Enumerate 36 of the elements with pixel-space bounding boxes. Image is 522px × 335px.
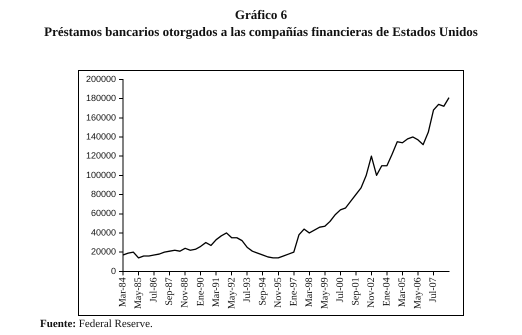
y-tick-label: 100000 — [86, 170, 116, 180]
x-tick-label: May-85 — [133, 277, 144, 310]
y-tick-label: 0 — [111, 266, 116, 276]
y-tick-label: 40000 — [91, 227, 116, 238]
x-tick-label: Ene-04 — [382, 277, 393, 306]
y-tick-label: 200000 — [86, 74, 116, 84]
y-tick-label: 20000 — [91, 246, 116, 257]
x-tick-label: May-92 — [226, 277, 238, 310]
y-tick-label: 160000 — [86, 112, 116, 122]
x-tick-label: Jul-07 — [428, 277, 440, 302]
y-tick-label: 140000 — [86, 131, 116, 142]
x-tick-label: Sep-94 — [257, 277, 268, 306]
x-tick-label: Nov-95 — [272, 277, 284, 308]
x-tick-label: Sep-01 — [350, 277, 362, 306]
y-tick-label: 80000 — [91, 189, 116, 200]
x-tick-label: Mar-05 — [397, 277, 408, 308]
y-tick-label: 180000 — [86, 93, 116, 104]
x-tick-label: Ene-97 — [288, 277, 300, 306]
x-tick-label: Mar-84 — [118, 277, 129, 308]
x-tick-label: May-06 — [412, 277, 424, 310]
chart-frame: Mar-84 May-85 Jul-86 Sep-87 Nov-88 Ene-90 Mar-91 May-92 Jul-93 Sep-94 Nov-95 Ene-97 Mar-98 May-99 Jul-00 Sep-01 Nov-02 Ene-04 Mar-05 May-06 Jul-07 0 20000 40000 60000 80000 100000 120000 140000 160000 180000 200000 — [78, 70, 464, 316]
x-tick-label: Jul-86 — [148, 277, 160, 302]
x-tick-label: Mar-91 — [210, 277, 222, 308]
y-tick-label: 60000 — [91, 208, 116, 218]
source-note: Fuente: Federal Reserve. — [40, 318, 153, 330]
chart-subtitle: Préstamos bancarios otorgados a las compañías financieras de Estados Unidos — [43, 23, 479, 40]
chart-title: Gráfico 6 — [234, 6, 288, 23]
x-tick-label: Jul-93 — [242, 277, 253, 302]
x-tick-label: Nov-88 — [180, 277, 191, 308]
y-tick-label: 120000 — [86, 150, 116, 161]
x-tick-label: Nov-02 — [366, 277, 378, 308]
x-tick-label: May-99 — [319, 277, 330, 310]
x-tick-label: Mar-98 — [304, 277, 315, 308]
x-tick-label: Jul-00 — [334, 277, 346, 302]
x-tick-label: Ene-90 — [195, 277, 206, 306]
x-tick-label: Sep-87 — [164, 277, 176, 306]
